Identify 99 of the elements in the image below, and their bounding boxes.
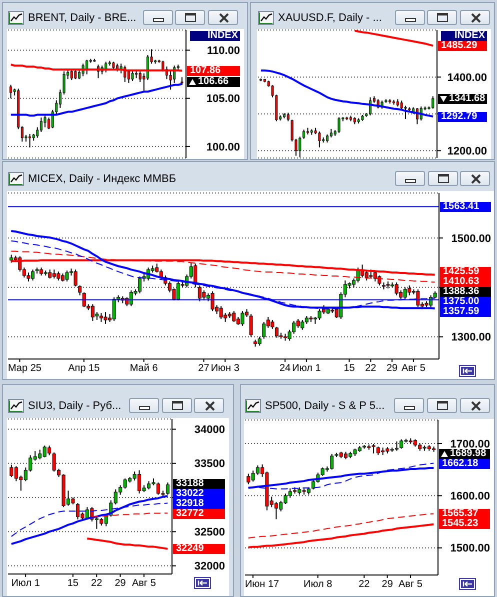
x-tick-label: 24: [279, 363, 292, 374]
data-label: 1410.63: [443, 276, 480, 287]
candlestick: [404, 105, 407, 120]
candlestick: [232, 310, 236, 322]
y-tick-label: 1700.00: [450, 438, 490, 450]
x-tick-label: Мар 25: [8, 363, 42, 374]
candlestick: [202, 290, 206, 301]
candlestick: [240, 310, 244, 326]
candlestick: [394, 282, 398, 296]
x-tick-label: 15: [67, 578, 79, 590]
candlestick: [302, 129, 306, 140]
candlestick: [112, 296, 116, 322]
y-tick-label: 1400.00: [447, 72, 487, 84]
line-series: [247, 523, 435, 548]
y-tick-label: 33500: [194, 458, 225, 470]
data-label: 107.86: [190, 64, 221, 76]
x-tick-label: Авг 5: [132, 578, 156, 590]
chart-title: BRENT, Daily - BRE...: [28, 11, 136, 25]
line-series: [86, 537, 169, 550]
x-tick-label: 29: [382, 579, 394, 590]
x-tick-label: Июн 3: [210, 363, 240, 374]
y-tick-label: 1500.00: [451, 232, 491, 245]
y-tick-label: 1300.00: [451, 332, 491, 344]
y-tick-label: 32500: [194, 526, 225, 539]
y-tick-label: 105.00: [206, 93, 240, 106]
candlestick: [44, 115, 46, 128]
candlestick: [318, 308, 322, 320]
text: 1341.68: [449, 92, 486, 104]
ref-line-label: 1563.41: [443, 200, 480, 212]
candlestick: [338, 116, 340, 134]
data-label: 1425.59: [443, 266, 480, 277]
candlestick: [210, 290, 214, 312]
candlestick: [403, 286, 407, 300]
data-label: 1662.18: [442, 458, 478, 470]
x-tick-label: 22: [91, 578, 103, 590]
y-tick-label: 100.00: [206, 141, 240, 154]
x-tick-label: Май 6: [130, 363, 158, 374]
y-axis-title: INDEX: [190, 30, 240, 41]
x-tick-label: Июл 1: [292, 363, 322, 374]
x-tick-label: Апр 15: [68, 363, 100, 374]
y-tick-label: 1600.00: [450, 490, 490, 503]
candlestick: [40, 117, 42, 133]
candlestick: [318, 131, 321, 148]
candlestick: [28, 133, 32, 148]
chart-title: MICEX, Daily - Индекс ММВБ: [28, 172, 176, 186]
candlestick: [219, 306, 223, 320]
candlestick: [300, 319, 304, 330]
chart-title: SP500, Daily - S & P 5...: [265, 399, 385, 413]
text: 1689.98: [450, 448, 486, 460]
candlestick: [10, 84, 12, 99]
line-series: [10, 250, 436, 283]
candlestick: [78, 284, 82, 296]
chart-title: SIU3, Daily - Руб...: [28, 399, 122, 413]
x-tick-label: 22: [358, 579, 370, 590]
x-tick-label: 29: [386, 363, 398, 374]
x-tick-label: 22: [365, 363, 377, 374]
y-tick-label: 34000: [194, 424, 225, 436]
data-label: 32918: [176, 498, 204, 510]
y-tick-label: 32000: [194, 560, 225, 573]
y-axis-title: INDEX: [441, 30, 487, 41]
candlestick: [131, 70, 134, 82]
candlestick: [432, 96, 434, 110]
y-tick-label: 1500.00: [450, 542, 490, 555]
candlestick: [298, 136, 302, 158]
text: 106.66: [198, 76, 229, 88]
line-series: [354, 30, 434, 47]
data-label: 1292.79: [441, 110, 478, 122]
candlestick: [74, 269, 78, 287]
candlestick: [408, 284, 412, 296]
data-label: 1357.59: [443, 306, 480, 317]
x-tick-label: Авг 5: [398, 579, 423, 590]
text: 33188: [176, 478, 204, 490]
x-tick-label: 15: [344, 363, 356, 374]
x-tick-label: Июл 1: [11, 578, 40, 590]
text: 1388.36: [443, 286, 480, 297]
candlestick: [262, 321, 266, 340]
y-tick-label: 1200.00: [447, 145, 487, 158]
x-tick-label: 29: [114, 578, 126, 590]
candlestick: [394, 440, 398, 452]
candlestick: [82, 292, 86, 308]
ref-line-label: 1375.00: [443, 296, 480, 307]
data-label: 32249: [176, 542, 204, 554]
data-label: 33022: [176, 488, 204, 500]
line-series: [248, 513, 434, 538]
candlestick: [104, 312, 108, 324]
chart-title: XAUUSD.F, Daily - ...: [278, 11, 382, 25]
x-tick-label: Июн 17: [244, 579, 280, 590]
candlestick: [65, 270, 69, 282]
data-label: 1485.29: [441, 40, 478, 51]
data-label: 1545.23: [442, 518, 478, 530]
line-series: [10, 495, 169, 545]
y-tick-label: 110.00: [206, 45, 240, 58]
line-series: [260, 69, 434, 118]
data-label: 1565.37: [442, 508, 478, 519]
x-tick-label: Июл 8: [304, 579, 333, 590]
candlestick: [416, 288, 420, 308]
x-tick-label: 27: [198, 363, 210, 374]
data-label: 32772: [176, 508, 204, 520]
x-tick-label: Авг 5: [401, 363, 426, 374]
